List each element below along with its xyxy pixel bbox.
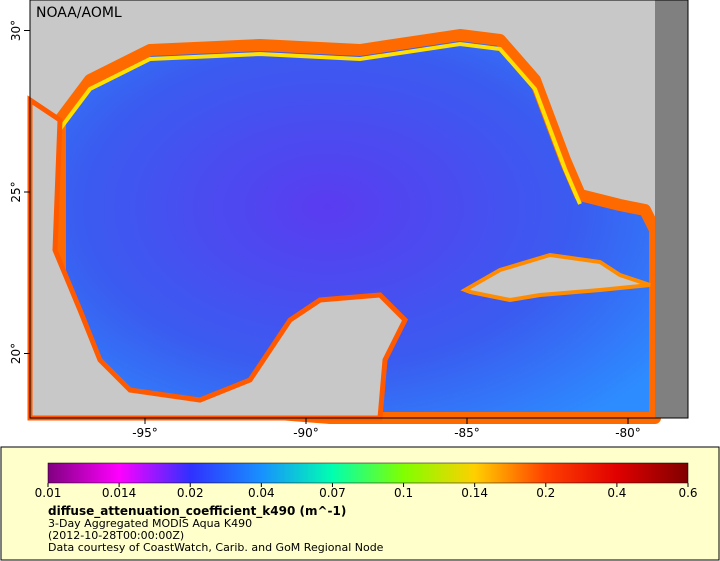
colorbar-tick-label: 0.02: [177, 486, 204, 500]
colorbar-tick-label: 0.2: [536, 486, 555, 500]
lon-tick-label: -95°: [132, 426, 158, 440]
legend-line: Data courtesy of CoastWatch, Carib. and …: [48, 541, 384, 554]
colorbar-tick-label: 0.014: [102, 486, 136, 500]
colorbar-tick-label: 0.14: [461, 486, 488, 500]
colorbar-tick-label: 0.01: [35, 486, 62, 500]
legend-line: 3-Day Aggregated MODIS Aqua K490: [48, 517, 252, 530]
colorbar-tick-label: 0.6: [678, 486, 697, 500]
map-frame: [29, 0, 689, 419]
map: [27, 0, 689, 424]
lon-tick-label: -80°: [615, 426, 641, 440]
lat-tick-label: 20°: [9, 343, 23, 364]
coastal-band: [58, 41, 582, 205]
mexico: [27, 95, 409, 421]
colorbar-tick-label: 0.04: [248, 486, 275, 500]
colorbar-tick-label: 0.4: [607, 486, 626, 500]
florida: [530, 0, 625, 140]
colorbar: [47, 462, 689, 484]
cuba: [460, 252, 651, 303]
credit: NOAA/AOML: [36, 5, 122, 21]
legend-title: diffuse_attenuation_coefficient_k490 (m^…: [48, 504, 346, 519]
colorbar-tick-label: 0.1: [394, 486, 413, 500]
atlantic-mask: [655, 0, 688, 418]
lat-tick-label: 25°: [9, 181, 23, 202]
colorbar-tick-label: 0.07: [319, 486, 346, 500]
lon-tick-label: -85°: [454, 426, 480, 440]
lon-tick-label: -90°: [293, 426, 319, 440]
lat-tick-label: 30°: [9, 20, 23, 41]
legend-line: (2012-10-28T00:00:00Z): [48, 529, 184, 542]
